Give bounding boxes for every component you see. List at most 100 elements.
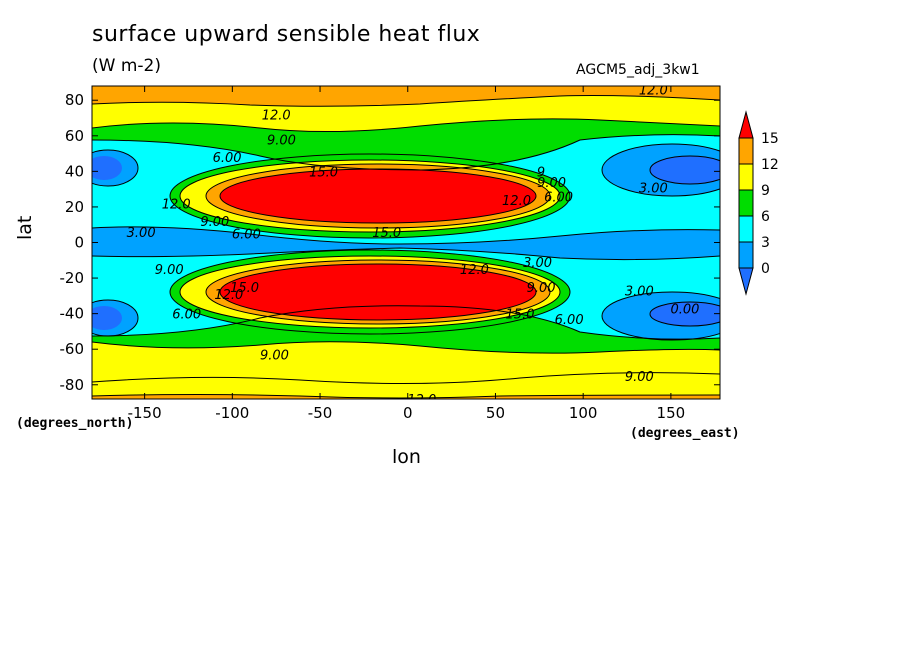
y-tick-label: 0 xyxy=(74,234,84,252)
colorbar-extend-min xyxy=(738,267,754,296)
contour-label: 3.00 xyxy=(127,226,156,241)
x-tick-label: -50 xyxy=(308,404,333,422)
field-patch xyxy=(650,156,720,184)
contour-line xyxy=(649,301,720,327)
y-tick-label: -40 xyxy=(60,305,85,323)
y-tick-label: -20 xyxy=(60,269,85,287)
colorbar-segment xyxy=(738,163,754,191)
contour-line xyxy=(205,259,551,325)
contour-line xyxy=(169,249,571,335)
colorbar-segment xyxy=(738,241,754,269)
field-lobe-red xyxy=(220,264,536,320)
contour-line xyxy=(649,155,720,185)
contour-label: 9.00 xyxy=(200,215,229,230)
x-tick-label: 100 xyxy=(569,404,598,422)
contour-line xyxy=(179,255,561,329)
contour-label: 12.0 xyxy=(460,263,489,278)
contour-label: 12.0 xyxy=(214,288,243,303)
field-equator-blue xyxy=(92,226,720,260)
contour-line xyxy=(169,153,571,239)
contour-lines xyxy=(92,95,720,399)
contour-label: 15.0 xyxy=(506,308,535,323)
x-axis-units: (degrees_east) xyxy=(630,426,740,441)
contour-line xyxy=(219,263,537,321)
y-tick-label: 20 xyxy=(65,198,84,216)
y-tick-label: 40 xyxy=(65,162,84,180)
contour-label: 9.00 xyxy=(625,370,654,385)
chart-title: surface upward sensible heat flux xyxy=(92,22,481,47)
contour-line xyxy=(219,168,537,224)
contour-label: 15.0 xyxy=(309,165,338,180)
contour-label: 3.00 xyxy=(639,181,668,196)
y-tick-label: 80 xyxy=(65,91,84,109)
contour-label: 6.00 xyxy=(555,313,584,328)
field-patch xyxy=(650,302,720,326)
contour-line xyxy=(92,226,720,245)
colorbar: 15 12 9 6 3 0 xyxy=(738,110,779,296)
contour-label: 9 xyxy=(537,165,545,180)
contour-label: 15.0 xyxy=(230,281,259,296)
contour-line xyxy=(601,143,720,197)
colorbar-label: 6 xyxy=(761,209,770,225)
field-patch xyxy=(92,306,122,330)
contour-label: 6.00 xyxy=(232,228,261,243)
y-tick-label: -80 xyxy=(60,376,85,394)
contour-label: 9.00 xyxy=(260,349,289,364)
contour-label: 12.0 xyxy=(262,108,291,123)
contour-label: 9.00 xyxy=(155,263,184,278)
x-tick-label: 50 xyxy=(486,404,505,422)
dataset-name: AGCM5_adj_3kw1 xyxy=(576,62,700,78)
contour-line xyxy=(92,118,720,133)
contour-line xyxy=(205,163,551,229)
colorbar-segment xyxy=(738,189,754,217)
x-axis-label: lon xyxy=(392,446,421,468)
colorbar-segment xyxy=(738,215,754,243)
contour-line xyxy=(92,95,720,107)
x-tick-label: 0 xyxy=(403,404,413,422)
contour-line xyxy=(92,394,720,399)
contour-line xyxy=(92,305,720,340)
axes-layer: -150 -100 -50 0 50 100 150 -80 -60 -40 -20 0 20 40 60 8… xyxy=(60,86,720,422)
field-north-polar xyxy=(92,86,720,107)
contour-label: 6.00 xyxy=(213,151,242,166)
colorbar-segment xyxy=(738,137,754,165)
contour-label: 12.0 xyxy=(407,393,436,408)
contour-label: 9.00 xyxy=(267,133,296,148)
x-tick-label: 150 xyxy=(657,404,686,422)
contour-label: 6.00 xyxy=(544,190,573,205)
contour-label: 12.0 xyxy=(639,84,668,99)
contour-line xyxy=(179,159,561,233)
contour-line xyxy=(601,291,720,341)
y-tick-label: 60 xyxy=(65,127,84,145)
contour-label: 9.00 xyxy=(537,176,566,191)
contour-line xyxy=(92,247,720,261)
chart-units: (W m-2) xyxy=(92,56,161,76)
field-patch xyxy=(92,156,122,180)
contour-label: 6.00 xyxy=(172,308,201,323)
colorbar-extend-max xyxy=(738,110,754,139)
y-tick-label: -60 xyxy=(60,340,85,358)
contour-label: 15.0 xyxy=(372,226,401,241)
contour-label: 3.00 xyxy=(523,256,552,271)
colorbar-label: 9 xyxy=(761,183,770,199)
y-axis-units: (degrees_north) xyxy=(16,416,134,431)
contour-line xyxy=(92,299,139,337)
contour-label: 0.00 xyxy=(670,302,699,317)
colorbar-label: 3 xyxy=(761,235,770,251)
colorbar-label: 15 xyxy=(761,131,779,147)
contour-label: 12.0 xyxy=(502,194,531,209)
contour-label: 9.00 xyxy=(527,281,556,296)
colorbar-label: 0 xyxy=(761,261,770,277)
x-tick-label: -100 xyxy=(215,404,249,422)
contour-line xyxy=(92,372,720,385)
contour-label: 12.0 xyxy=(162,197,191,212)
field-lobe-red xyxy=(220,169,536,223)
x-tick-label: -150 xyxy=(128,404,162,422)
contour-line xyxy=(92,149,139,187)
colorbar-label: 12 xyxy=(761,157,779,173)
contour-line xyxy=(92,341,720,354)
contour-label: 3.00 xyxy=(625,285,654,300)
